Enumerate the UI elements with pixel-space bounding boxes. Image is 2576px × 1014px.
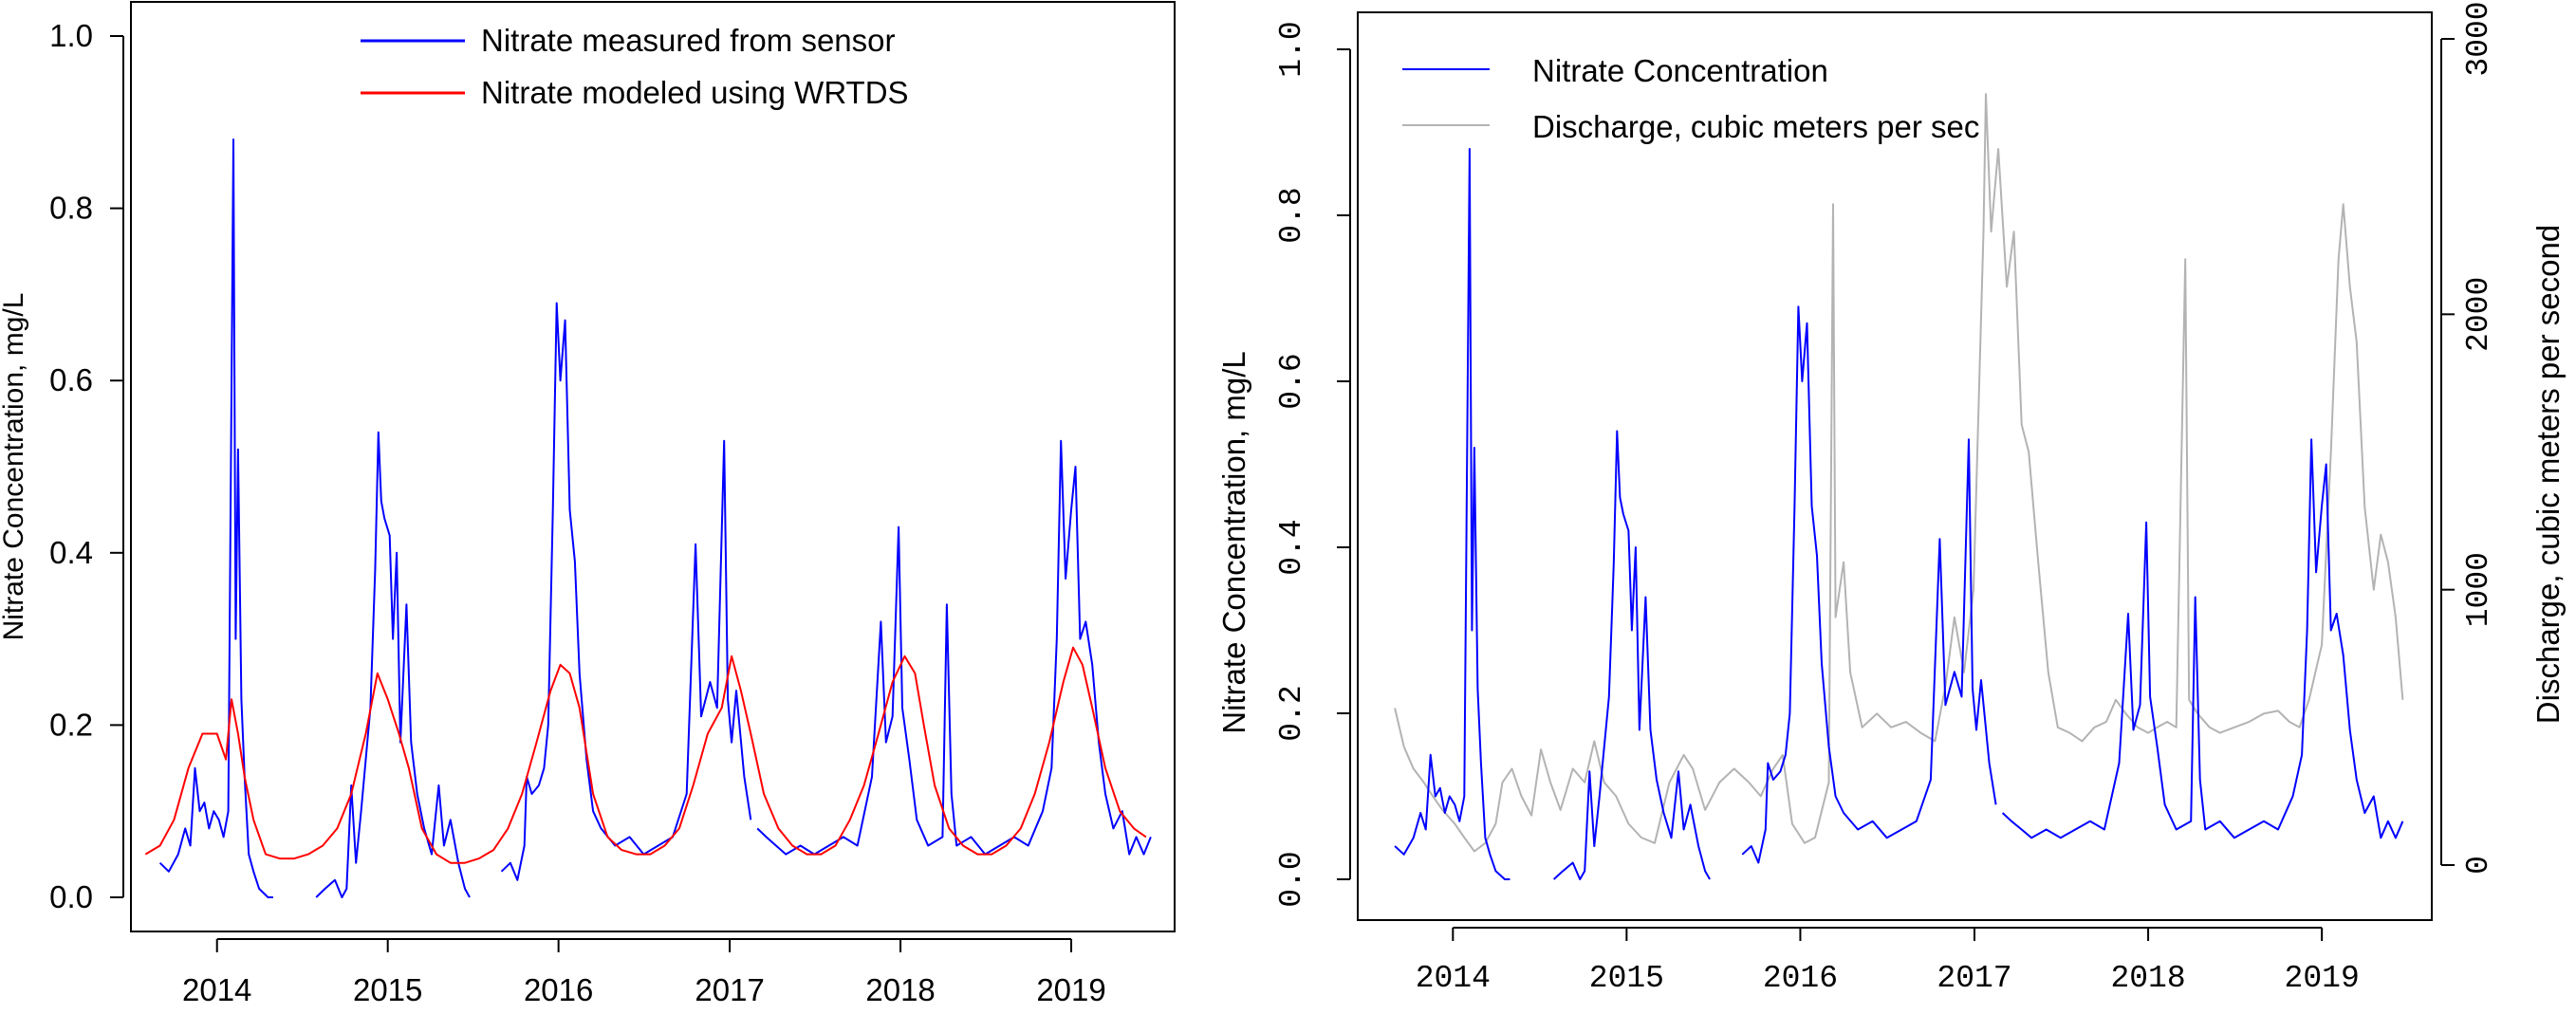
right-y2-axis-label: Discharge, cubic meters per second — [2530, 225, 2566, 724]
right-y2-tick-label: 1000 — [2461, 552, 2496, 627]
right-x-axis: 2014 2015 2016 2017 2018 2019 — [1416, 927, 2360, 996]
right-y-axis-left: 0.0 0.2 0.4 0.6 0.8 1.0 — [1274, 21, 1351, 908]
right-x-tick-label: 2019 — [2285, 961, 2360, 996]
right-x-tick-label: 2017 — [1937, 961, 2011, 996]
right-x-tick-label: 2018 — [2110, 961, 2185, 996]
right-y-tick-label: 0.2 — [1274, 685, 1309, 741]
right-y2-tick-label: 0 — [2461, 856, 2496, 875]
left-legend-label-modeled: Nitrate modeled using WRTDS — [481, 75, 909, 110]
right-y-tick-label: 0.0 — [1274, 851, 1309, 907]
right-plot-frame — [1357, 11, 2433, 921]
left-chart: 0.00.20.40.60.81.0 2014 2015 2016 2017 2018 2… — [0, 1, 1176, 1007]
left-y-tick-label: 1.0 — [49, 18, 93, 53]
left-x-tick-label: 2019 — [1036, 972, 1105, 1007]
left-x-tick-label: 2018 — [865, 972, 935, 1007]
right-x-tick-label: 2014 — [1416, 961, 1491, 996]
left-x-tick-label: 2017 — [695, 972, 764, 1007]
left-plot-area — [144, 138, 1152, 898]
left-y-axis: 0.0 0.2 0.4 0.6 0.8 1.0 — [49, 18, 124, 914]
right-y-tick-label: 0.8 — [1274, 187, 1309, 243]
left-x-tick-label: 2015 — [353, 972, 422, 1007]
right-series-line-0 — [1394, 148, 2404, 880]
right-y-tick-label: 0.4 — [1274, 519, 1309, 575]
left-series-line-0 — [158, 138, 1152, 898]
left-y-tick-label: 0.8 — [49, 191, 93, 226]
left-y-tick-label: 0.4 — [49, 535, 93, 570]
right-plot-area — [1394, 93, 2404, 880]
left-y-axis-label: Nitrate Concentration, mg/L — [0, 293, 29, 641]
right-legend-label-nitrate: Nitrate Concentration — [1532, 53, 1828, 88]
right-y-axis-right: 0 1000 2000 3000 — [2440, 1, 2496, 875]
left-series-line-1 — [144, 646, 1147, 864]
left-plot-frame — [130, 1, 1176, 932]
right-series-line-1 — [1394, 93, 2404, 853]
right-y-tick-label: 1.0 — [1274, 21, 1309, 77]
right-y-tick-label: 0.6 — [1274, 353, 1309, 409]
left-x-axis: 2014 2015 2016 2017 2018 2019 — [182, 938, 1106, 1007]
left-y-tick-label: 0.2 — [49, 707, 93, 742]
left-x-tick-label: 2016 — [524, 972, 593, 1007]
left-legend: Nitrate measured from sensor Nitrate mod… — [361, 23, 909, 110]
right-y2-tick-label: 2000 — [2461, 277, 2496, 352]
right-x-tick-label: 2015 — [1589, 961, 1664, 996]
right-legend: Nitrate Concentration Discharge, cubic m… — [1402, 53, 1979, 144]
right-y-axis-label: Nitrate Concentration, mg/L — [1216, 351, 1251, 734]
left-y-tick-label: 0.6 — [49, 362, 93, 397]
right-x-tick-label: 2016 — [1763, 961, 1838, 996]
right-legend-label-discharge: Discharge, cubic meters per sec — [1532, 109, 1979, 144]
left-legend-label-measured: Nitrate measured from sensor — [481, 23, 896, 58]
left-x-tick-label: 2014 — [182, 972, 251, 1007]
right-y2-tick-label: 3000 — [2461, 1, 2496, 76]
left-y-tick-label: 0.0 — [49, 879, 93, 914]
